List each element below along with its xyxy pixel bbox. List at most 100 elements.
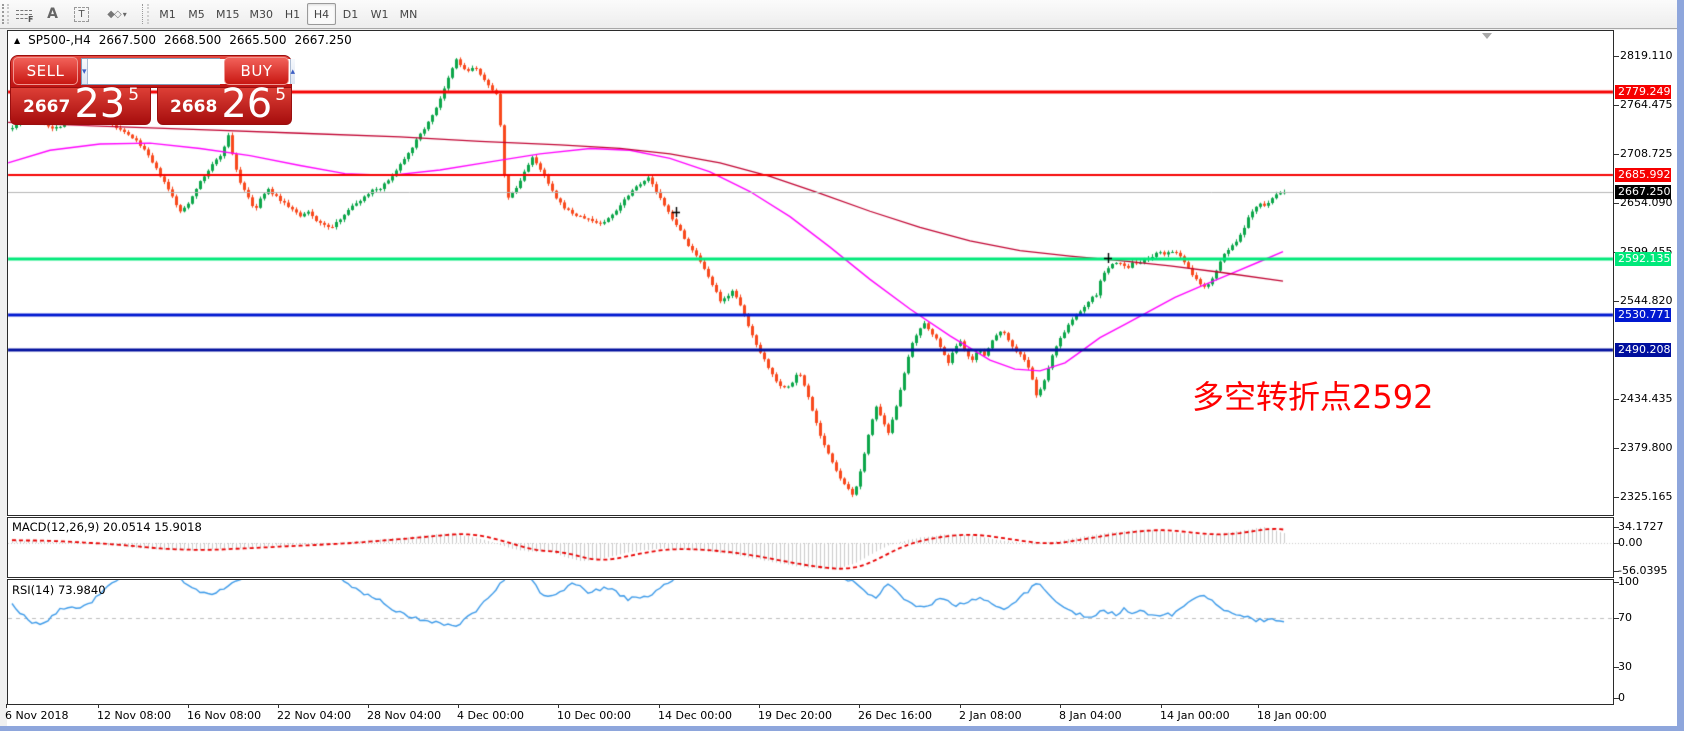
price-axis-tick [1614,399,1619,400]
rsi-axis-label: 0 [1618,691,1625,704]
buy-price-display[interactable]: 2668 26 5 [157,81,292,127]
text-tool-button[interactable]: A [39,3,66,26]
sell-price-base: 2667 [23,97,71,117]
price-level-badge: 2490.208 [1615,343,1671,357]
time-axis-tick [6,704,7,708]
timeframe-button-h1[interactable]: H1 [284,7,301,21]
price-axis-tick [1614,301,1619,302]
macd-axis-tick [1614,571,1619,572]
window-bottom-edge [0,726,1684,731]
price-axis-label: 2654.090 [1620,196,1673,209]
macd-axis-tick [1614,543,1619,544]
shapes-tool-button[interactable]: ◆◇ ▾ [97,3,137,26]
sell-price-fraction: 5 [128,85,140,105]
time-axis-tick [659,704,660,708]
toolbar-separator [142,4,149,24]
macd-chart-canvas[interactable] [7,517,1614,578]
timeframe-button-d1[interactable]: D1 [342,7,359,21]
toolbar: F A T ◆◇ ▾ M1 M5 M15 M30 H1 H4 D1 W1 MN [0,0,1684,29]
time-axis-tick [759,704,760,708]
price-axis-label: 2764.475 [1620,98,1673,111]
volume-increase-button[interactable]: ▴ [289,59,296,84]
window-right-edge [1677,0,1684,731]
time-axis-label: 10 Dec 00:00 [557,709,631,722]
price-axis-label: 2544.820 [1620,294,1673,307]
macd-axis-label: 34.1727 [1618,520,1664,533]
price-axis-label: 2434.435 [1620,392,1673,405]
shapes-icon: ◆◇ [107,8,121,20]
time-axis-label: 26 Dec 16:00 [858,709,932,722]
caret-up-icon: ▴ [290,66,296,77]
price-axis-tick [1614,448,1619,449]
collapse-arrow-icon[interactable]: ▲ [14,35,21,45]
time-axis-label: 2 Jan 08:00 [959,709,1022,722]
timeframe-button-h4[interactable]: H4 [307,3,336,25]
high-value: 2668.500 [163,33,222,47]
buy-price-pips: 26 [221,81,273,127]
price-axis-tick [1614,105,1619,106]
timeframe-button-mn[interactable]: MN [399,7,418,21]
macd-label: MACD(12,26,9) 20.0514 15.9018 [12,520,202,534]
timeframe-button-m30[interactable]: M30 [249,7,274,21]
price-axis-label: 2708.725 [1620,147,1673,160]
time-axis-tick [558,704,559,708]
time-axis-label: 28 Nov 04:00 [367,709,442,722]
time-axis-tick [278,704,279,708]
low-value: 2665.500 [229,33,287,47]
price-axis-label: 2819.110 [1620,49,1673,62]
time-axis-label: 4 Dec 00:00 [457,709,524,722]
time-axis-tick [960,704,961,708]
time-axis-tick [368,704,369,708]
rsi-axis-tick [1614,698,1619,699]
price-level-badge: 2685.992 [1615,168,1671,182]
volume-decrease-button[interactable]: ▾ [82,59,88,84]
text-icon: A [47,6,58,22]
time-axis-tick [859,704,860,708]
macd-axis-label: 0.00 [1618,536,1643,549]
rsi-axis-label: 30 [1618,660,1632,673]
chart-shift-marker[interactable] [1482,33,1492,39]
time-axis-label: 12 Nov 08:00 [97,709,172,722]
price-axis-tick [1614,154,1619,155]
rsi-chart-canvas[interactable] [7,579,1614,705]
time-axis-tick [1258,704,1259,708]
time-axis-tick [1161,704,1162,708]
price-axis-tick [1614,497,1619,498]
price-axis-label: 2325.165 [1620,490,1673,503]
toolbar-grip[interactable] [2,4,9,24]
price-axis-label: 2379.800 [1620,441,1673,454]
rsi-label: RSI(14) 73.9840 [12,583,106,597]
close-value: 2667.250 [294,33,352,47]
buy-price-fraction: 5 [275,85,287,105]
fibonacci-tool-button[interactable]: F [10,3,37,26]
fibonacci-icon: F [15,7,34,24]
time-axis-label: 19 Dec 20:00 [758,709,832,722]
price-axis-tick [1614,56,1619,57]
price-axis-tick [1614,203,1619,204]
time-axis-label: 6 Nov 2018 [5,709,69,722]
label-tool-button[interactable]: T [68,3,95,26]
timeframe-button-m5[interactable]: M5 [188,7,205,21]
timeframe-button-m15[interactable]: M15 [216,7,240,21]
time-axis-label: 18 Jan 00:00 [1257,709,1327,722]
caret-down-icon: ▾ [82,66,87,77]
open-value: 2667.500 [98,33,156,47]
timeframe-button-w1[interactable]: W1 [370,7,389,21]
time-axis-label: 16 Nov 08:00 [187,709,262,722]
time-axis-tick [1060,704,1061,708]
time-axis-label: 8 Jan 04:00 [1059,709,1122,722]
one-click-trading-widget: SELL ▾ ▴ BUY 2667 23 5 2668 26 5 [10,55,296,127]
chart-title: ▲ SP500-,H4 2667.500 2668.500 2665.500 2… [14,33,352,47]
timeframe-button-m1[interactable]: M1 [159,7,176,21]
sell-button[interactable]: SELL [13,57,78,85]
timeframe-bar: M1 M5 M15 M30 H1 H4 D1 W1 MN [153,3,423,25]
buy-button[interactable]: BUY [224,57,289,85]
sell-price-display[interactable]: 2667 23 5 [10,84,151,125]
time-axis-label: 14 Dec 00:00 [658,709,732,722]
time-axis-tick [98,704,99,708]
time-axis-label: 14 Jan 00:00 [1160,709,1230,722]
label-icon: T [74,6,89,22]
chart-annotation-text: 多空转折点2592 [1192,378,1434,416]
macd-axis-tick [1614,527,1619,528]
